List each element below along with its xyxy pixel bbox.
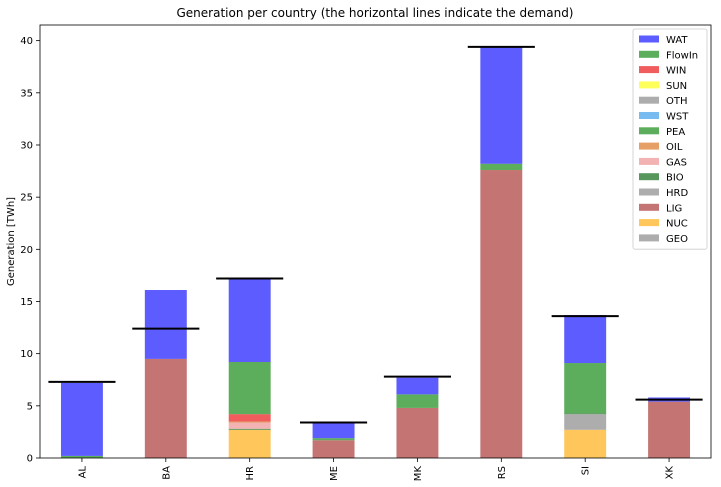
x-tick-label-al: AL [77,466,88,479]
bar-hr-nuc [228,429,271,458]
bar-si-wat [564,315,607,364]
bar-me-flowin [312,438,355,441]
legend-swatch-pea [639,127,659,135]
y-tick-label: 25 [20,193,33,204]
bar-hr-gas [228,422,271,429]
x-tick-label-mk: MK [413,466,424,482]
chart-title: Generation per country (the horizontal l… [177,6,574,20]
bar-mk-flowin [396,394,439,408]
bar-si-nuc [564,429,607,458]
bar-ba-lig [144,358,187,458]
bar-al-wat [60,382,103,456]
legend-swatch-wat [639,35,659,43]
bars-layer [60,46,691,458]
bar-mk-lig [396,407,439,458]
x-tick-label-ba: BA [161,466,172,480]
y-tick-label: 0 [27,454,33,465]
legend-label-pea: PEA [666,127,685,138]
legend-swatch-oil [639,142,659,150]
legend-label-wst: WST [666,112,689,123]
demand-lines-layer [48,45,703,424]
x-axis: AL BA HR ME MK RS SI XK [77,458,676,482]
legend-label-gas: GAS [666,157,687,168]
bar-hr-wat [228,278,271,363]
legend-swatch-geo [639,234,659,242]
legend-swatch-bio [639,173,659,181]
legend-label-oil: OIL [666,142,683,153]
x-tick-label-rs: RS [497,466,508,479]
y-tick-label: 5 [27,401,33,412]
x-tick-label-si: SI [581,466,592,475]
legend-swatch-hrd [639,188,659,196]
bar-si-flowin [564,363,607,414]
bar-rs-flowin [480,163,523,171]
legend-label-nuc: NUC [666,219,688,230]
bar-me-wat [312,422,355,439]
y-tick-label: 40 [20,36,33,47]
legend-swatch-oth [639,96,659,104]
bar-mk-wat [396,377,439,395]
legend-swatch-sun [639,81,659,89]
legend-box [632,28,708,250]
legend-label-oth: OTH [666,96,688,107]
bar-al-flowin [60,455,103,458]
bar-hr-win [228,414,271,422]
bar-si-bio [564,413,607,415]
bar-ba-wat [144,290,187,359]
x-tick-label-xk: XK [665,466,676,480]
bar-me-lig [312,440,355,458]
y-tick-label: 20 [20,245,33,256]
y-tick-label: 35 [20,88,33,99]
x-tick-label-hr: HR [245,466,256,481]
legend-label-geo: GEO [666,234,688,245]
y-tick-label: 15 [20,297,33,308]
y-axis: 0 5 10 15 20 25 30 35 40 [20,36,40,465]
legend-swatch-wst [639,112,659,119]
plot-frame [39,24,712,459]
bar-hr-oil [228,421,271,423]
y-tick-label: 30 [20,140,33,151]
legend-swatch-nuc [639,219,659,227]
legend-label-bio: BIO [666,173,684,184]
legend-label-hrd: HRD [666,188,688,199]
legend-label-wat: WAT [666,35,688,46]
bar-rs-lig [480,170,523,458]
legend: WAT FlowIn WIN SUN OTH WST PEA OIL GAS BIO HRD LIG N… [632,28,708,250]
legend-label-sun: SUN [666,81,687,92]
y-tick-label: 10 [20,349,33,360]
bar-si-hrd [564,414,607,430]
legend-swatch-lig [639,203,659,211]
bar-rs-wat [480,46,523,164]
legend-label-win: WIN [666,66,686,77]
legend-label-lig: LIG [666,203,682,214]
bar-hr-bio [228,428,271,430]
legend-swatch-win [639,66,659,74]
legend-swatch-gas [639,157,659,165]
y-axis-label: Generation [TWh] [6,197,17,286]
bar-xk-lig [648,401,691,458]
x-tick-label-me: ME [329,466,340,481]
legend-swatch-flowin [639,50,659,58]
bar-hr-flowin [228,362,271,415]
legend-label-flowin: FlowIn [666,50,698,61]
